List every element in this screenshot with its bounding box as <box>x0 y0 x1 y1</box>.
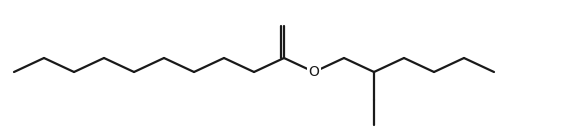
Text: O: O <box>309 65 319 79</box>
